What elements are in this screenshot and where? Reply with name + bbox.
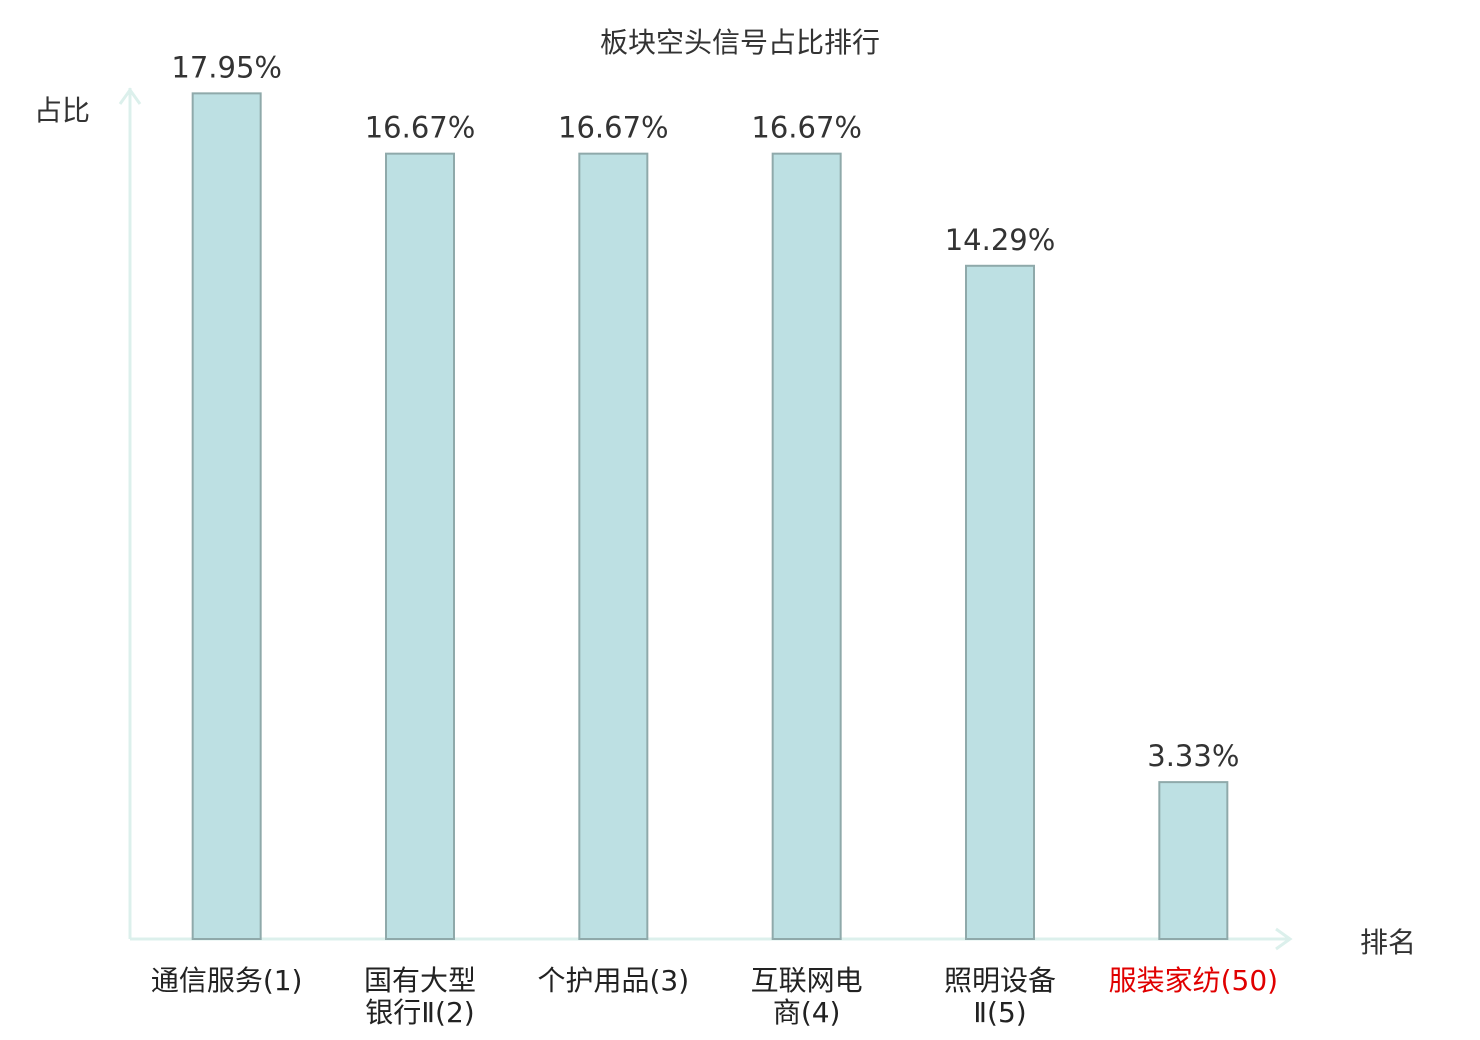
value-label: 16.67% [365, 111, 476, 145]
bar [771, 152, 842, 940]
x-tick-label: 个护用品(3) [537, 964, 690, 997]
value-label: 16.67% [751, 111, 862, 145]
y-axis-label: 占比 [34, 94, 90, 127]
bar [1158, 781, 1229, 940]
value-label: 3.33% [1147, 739, 1239, 773]
x-tick-label: 互联网电 商(4) [750, 964, 863, 1029]
x-axis-label: 排名 [1360, 926, 1416, 959]
x-tick-label: 服装家纺(50) [1108, 964, 1279, 997]
bar [965, 264, 1035, 940]
value-label: 14.29% [945, 223, 1056, 257]
value-label: 16.67% [558, 111, 669, 145]
value-label: 17.95% [171, 50, 282, 84]
bar [385, 152, 455, 940]
x-tick-label: 照明设备 Ⅱ(5) [943, 964, 1056, 1029]
x-axis-arrow [1275, 927, 1293, 951]
bar [191, 92, 262, 941]
x-tick-label: 国有大型 银行Ⅱ(2) [363, 964, 476, 1029]
x-tick-label: 通信服务(1) [150, 964, 303, 997]
y-axis-arrow [118, 87, 142, 105]
chart-title: 板块空头信号占比排行 [600, 26, 880, 59]
bar [578, 152, 649, 940]
